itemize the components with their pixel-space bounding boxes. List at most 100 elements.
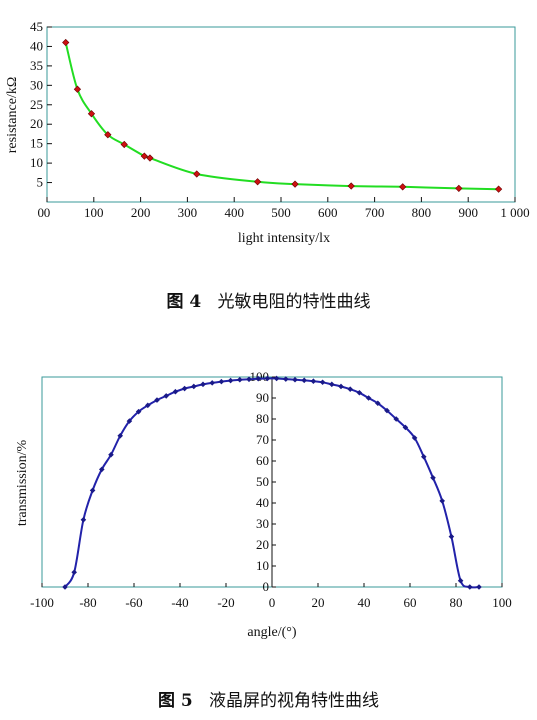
- chart2-data-point: [457, 577, 464, 584]
- chart1-x-tick-label: 200: [131, 205, 151, 220]
- chart1-data-point: [73, 85, 82, 93]
- chart1-y-axis-label: resistance/kΩ: [5, 77, 20, 154]
- chart1-y-tick-label: 20: [30, 116, 43, 131]
- chart2-data-point: [384, 407, 390, 414]
- chart2-y-tick-label: 70: [256, 432, 269, 447]
- chart2-x-tick-label: -20: [217, 595, 234, 610]
- chart2-x-tick-label: 80: [450, 595, 463, 610]
- chart1-data-point: [193, 170, 201, 178]
- chart2-x-tick-label: 60: [404, 595, 417, 610]
- chart2-data-point: [338, 383, 344, 390]
- chart2-y-tick-label: 100: [250, 369, 270, 384]
- chart2-x-tick-label: -40: [171, 595, 188, 610]
- chart2-x-tick-label: -60: [125, 595, 142, 610]
- chart1-y-tick-label: 25: [30, 97, 43, 112]
- chart1-data-point: [253, 178, 262, 186]
- chart1-y-tick-label: 45: [30, 19, 43, 34]
- chart2-data-point: [108, 451, 114, 458]
- chart2-y-tick-label: 80: [256, 411, 269, 426]
- chart2-x-tick-label: -80: [79, 595, 96, 610]
- chart2-data-point: [375, 400, 381, 407]
- chart2-data-point: [421, 454, 427, 460]
- chart1-data-point: [87, 110, 96, 118]
- chart2-x-tick-label: 40: [358, 595, 371, 610]
- chart2-data-point: [476, 584, 482, 590]
- chart2-y-tick-label: 0: [263, 579, 270, 594]
- chart2-x-tick-label: -100: [30, 595, 54, 610]
- figure5-title: 液晶屏的视角特性曲线: [208, 691, 379, 711]
- chart2-data-point: [163, 393, 169, 399]
- chart1-data-point: [140, 152, 148, 160]
- chart2-data-point: [255, 375, 261, 382]
- chart2-y-tick-label: 60: [256, 453, 269, 468]
- chart1-x-axis-label: light intensity/lx: [238, 231, 330, 246]
- chart1-x-tick-label: 0: [44, 205, 51, 220]
- chart2-data-point: [181, 385, 188, 392]
- chart1-data-point: [62, 38, 70, 47]
- chart2-data-point: [365, 395, 372, 401]
- chart2-data-point: [209, 380, 215, 386]
- chart2-y-tick-label: 50: [256, 474, 269, 489]
- chart1-data-point: [494, 185, 503, 193]
- chart1-data-point: [399, 183, 407, 191]
- chart2-data-point: [126, 418, 133, 424]
- figure4-title: 光敏电阻的特性曲线: [217, 292, 371, 312]
- chart1-x-tick-label: 400: [224, 205, 244, 220]
- chart1-y-tick-label: 40: [30, 38, 43, 53]
- chart1-y-tick-label: 10: [30, 155, 43, 170]
- chart2-data-point: [172, 388, 179, 395]
- chart2-data-point: [448, 533, 455, 540]
- chart2-data-point: [237, 376, 243, 383]
- chart2-data-point: [467, 584, 473, 590]
- chart2-data-point: [329, 381, 335, 388]
- chart2-data-point: [135, 408, 142, 415]
- chart2-y-tick-label: 40: [256, 495, 269, 510]
- chart1-data-point: [455, 184, 463, 193]
- chart2-data-point: [402, 424, 409, 431]
- chart2-data-point: [292, 376, 298, 383]
- figure4-number: 图 4: [166, 292, 202, 312]
- chart1-x-tick-label: 1 000: [500, 205, 529, 220]
- chart1-data-point: [104, 131, 112, 139]
- chart2-data-point: [154, 397, 160, 403]
- figure5-number: 图 5: [158, 691, 193, 711]
- chart2-data-point: [218, 378, 225, 385]
- chart1-x-tick-label: 100: [84, 205, 104, 220]
- chart2-data-point: [62, 584, 68, 590]
- chart2-x-tick-label: 20: [312, 595, 325, 610]
- chart1-y-tick-label: 5: [37, 175, 44, 190]
- chart1-x-tick-label: 700: [365, 205, 385, 220]
- chart1-y-tick-label: 30: [30, 77, 43, 92]
- chart2-x-tick-label: 100: [492, 595, 512, 610]
- chart2-data-point: [89, 487, 96, 494]
- chart2-x-axis-label: angle/(°): [247, 625, 296, 640]
- chart2-data-point: [80, 517, 87, 523]
- chart2-data-point: [99, 466, 105, 473]
- chart1-y-tick-label: 15: [30, 136, 43, 151]
- chart1-data-point: [291, 180, 299, 188]
- chart2-data-point: [301, 377, 307, 384]
- chart1-data-point: [347, 182, 355, 190]
- chart2-y-tick-label: 90: [256, 390, 269, 405]
- figure4-caption: 图 4 光敏电阻的特性曲线: [0, 287, 537, 312]
- chart2-data-point: [227, 377, 234, 384]
- chart1-x-tick-label: 800: [412, 205, 432, 220]
- chart2-data-point: [246, 376, 252, 383]
- chart1-x-tick-label: 900: [458, 205, 478, 220]
- chart1-data-point: [120, 140, 128, 149]
- chart2-data-point: [71, 569, 77, 576]
- chart2-y-tick-label: 30: [256, 516, 269, 531]
- chart2-data-point: [273, 375, 280, 382]
- chart2-data-point: [283, 376, 289, 382]
- chart1-origin-label: 0: [38, 205, 45, 220]
- chart2-data-point: [430, 475, 436, 481]
- chart1-data-point: [146, 154, 154, 162]
- chart2-y-tick-label: 20: [256, 537, 269, 552]
- chart2-data-point: [310, 378, 317, 384]
- chart2-y-axis-label: transmission/%: [15, 440, 30, 527]
- chart2-data-point: [356, 389, 363, 396]
- chart2-data-point: [200, 381, 206, 388]
- chart2-data-point: [393, 416, 399, 422]
